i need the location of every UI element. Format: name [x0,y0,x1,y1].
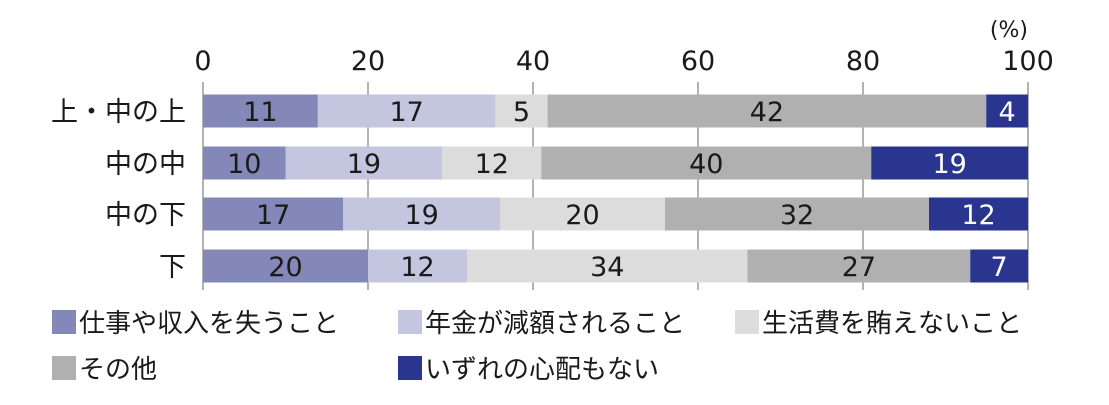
x-tick-label: 60 [681,46,715,77]
data-label: 12 [475,149,509,180]
legend-label: 年金が減額されること [425,309,685,339]
x-tick-label: 100 [1002,46,1054,77]
x-tick-label: 0 [194,46,211,77]
bar-segment [467,249,748,283]
legend-swatch [398,356,422,380]
data-label: 40 [689,149,723,180]
data-label: 7 [991,252,1008,283]
legend-label: 仕事や収入を失うこと [79,309,339,339]
data-label: 42 [750,97,784,128]
category-label: 上・中の上 [51,97,186,128]
data-label: 19 [932,149,966,180]
category-label: 中の下 [105,200,186,231]
data-label: 34 [590,252,624,283]
bar-segment [285,146,443,180]
x-tick-label: 20 [351,46,385,77]
bar-segment [547,94,987,128]
unit-label: (%) [990,18,1028,43]
category-label: 下 [159,252,186,283]
bar-segment [317,94,496,128]
bar-segment [442,146,542,180]
legend-swatch [735,310,759,334]
bar-segment [203,249,368,283]
data-label: 12 [961,200,995,231]
data-label: 17 [256,200,290,231]
bar-segment [203,94,318,128]
data-label: 20 [268,252,302,283]
data-label: 20 [565,200,599,231]
data-label: 32 [780,200,814,231]
bar-segment [368,249,467,283]
bar-segment [203,197,344,231]
bar-segment [541,146,872,180]
data-label: 19 [404,200,438,231]
legend-swatch [52,356,76,380]
legend-swatch [52,310,76,334]
data-label: 5 [513,97,530,128]
bar-segment [929,197,1028,231]
legend-swatch [398,310,422,334]
bar-segment [203,146,286,180]
data-label: 12 [400,252,434,283]
bar-segment [665,197,929,231]
bar-segment [970,249,1028,283]
legend-label: いずれの心配もない [425,355,659,385]
data-label: 4 [999,97,1016,128]
data-label: 27 [842,252,876,283]
x-tick-label: 80 [846,46,880,77]
data-label: 19 [347,149,381,180]
category-label: 中の中 [105,149,186,180]
data-label: 10 [227,149,261,180]
data-label: 11 [243,97,277,128]
bar-segment [500,197,665,231]
data-label: 17 [389,97,423,128]
bar-segment [871,146,1028,180]
bar-segment [986,94,1028,128]
bar-segment [495,94,548,128]
legend-label: その他 [79,355,157,385]
bar-segment [343,197,500,231]
bar-segment [747,249,971,283]
legend-label: 生活費を賄えないこと [762,309,1022,339]
x-tick-label: 40 [516,46,550,77]
